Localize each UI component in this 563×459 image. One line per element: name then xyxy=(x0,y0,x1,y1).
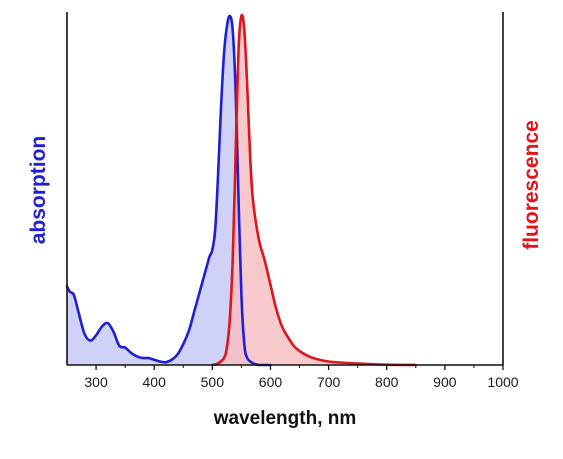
x-tick-label: 900 xyxy=(433,374,457,390)
series-fills xyxy=(67,14,416,366)
x-tick-label: 400 xyxy=(143,374,167,390)
x-tick-label: 600 xyxy=(259,374,283,390)
series-lines xyxy=(65,13,418,367)
absorption-area xyxy=(67,15,271,366)
x-axis-label: wavelength, nm xyxy=(213,408,357,429)
x-ticks: 300 400 500 600 700 800 900 1000 xyxy=(84,365,519,390)
x-tick-label: 700 xyxy=(317,374,341,390)
left-y-axis-label: absorption xyxy=(27,136,50,245)
fluorescence-line xyxy=(211,13,418,367)
right-y-axis-label: fluorescence xyxy=(520,120,543,250)
x-tick-label: 1000 xyxy=(487,374,518,390)
fluorescence-area xyxy=(212,14,416,365)
axes xyxy=(66,12,504,366)
x-tick-label: 500 xyxy=(201,374,225,390)
x-tick-label: 800 xyxy=(375,374,399,390)
x-tick-label: 300 xyxy=(84,374,108,390)
